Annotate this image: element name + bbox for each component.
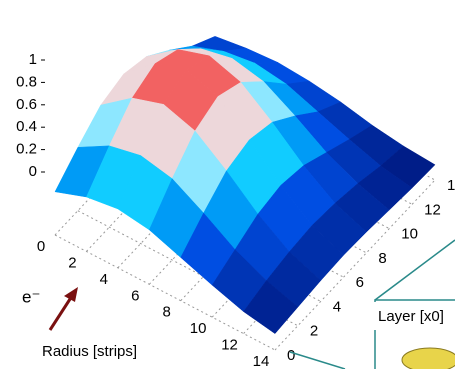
y-tick-label: 2 [310,323,318,340]
detector-image [402,348,455,369]
z-tick-label: 0 [29,163,37,180]
y-tick-label: 12 [424,201,441,218]
y-tick-label: 10 [401,226,418,243]
beam-arrow-head [64,287,78,302]
x-tick-label: 6 [131,287,139,304]
y-tick-label: 4 [333,298,341,315]
x-tick-label: 4 [100,271,108,288]
chart: 024681012140246810121400.20.40.60.81 Lay… [0,0,455,369]
particle-label: e⁻ [22,287,40,306]
z-tick-label: 0.2 [16,141,37,158]
x-tick-label: 14 [253,353,270,369]
y-tick-label: 8 [378,250,386,267]
beam-arrow [50,296,72,330]
layer-label: Layer [x0] [378,308,444,325]
x-tick-label: 2 [68,254,76,271]
x-tick-label: 0 [37,238,45,255]
y-tick-label: 0 [287,347,295,364]
x-axis-label: Radius [strips] [42,343,137,360]
x-tick-label: 8 [163,304,171,321]
z-tick-label: 0.8 [16,73,37,90]
x-tick-label: 12 [221,337,238,354]
y-tick-label: 14 [447,177,455,194]
inset-connector [290,352,345,369]
z-tick-label: 1 [29,51,37,68]
y-tick-label: 6 [356,274,364,291]
z-tick-label: 0.4 [16,118,37,135]
x-tick-label: 10 [190,320,207,337]
inset-connector [375,240,455,300]
z-tick-label: 0.6 [16,96,37,113]
